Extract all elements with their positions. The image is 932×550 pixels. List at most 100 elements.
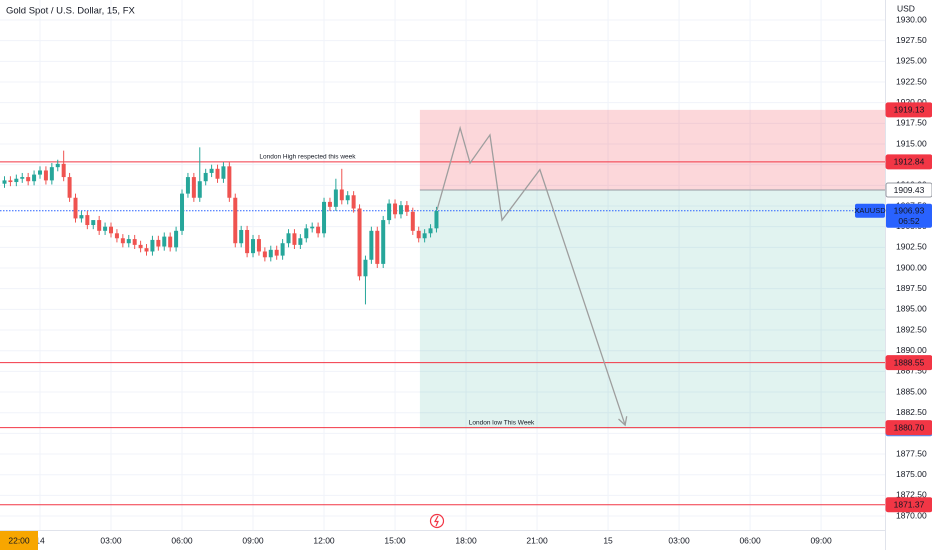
candle-body <box>262 251 267 258</box>
candle-body <box>416 230 421 239</box>
level-annotation: London low This Week <box>469 419 535 426</box>
candle-body <box>286 233 291 244</box>
candle-body <box>381 220 386 264</box>
y-tick-label: 1927.50 <box>896 35 927 45</box>
symbol-label: XAUUSD <box>854 206 886 215</box>
crosshair-time-box <box>0 531 38 550</box>
candle-body <box>91 220 96 226</box>
candle-body <box>398 205 403 215</box>
candle-body <box>191 177 196 198</box>
x-tick-label: 21:00 <box>526 535 548 545</box>
y-tick-label: 1900.00 <box>896 262 927 272</box>
candle-body <box>61 163 66 178</box>
candle-body <box>120 238 125 244</box>
candle-body <box>97 220 102 231</box>
candle-body <box>43 170 48 181</box>
level-annotation: London High respected this week <box>259 154 356 161</box>
price-label-box <box>885 355 932 371</box>
x-tick-label: 09:00 <box>810 535 832 545</box>
candle-body <box>245 229 250 254</box>
stop-zone <box>419 109 885 191</box>
y-tick-label: 1902.50 <box>896 242 927 252</box>
candle-body <box>280 243 285 256</box>
candle-body <box>233 197 238 244</box>
candle-body <box>327 201 332 207</box>
candle-body <box>185 177 190 194</box>
y-axis-label: USD <box>897 3 915 13</box>
candle-body <box>268 249 273 258</box>
candle-body <box>132 239 137 245</box>
candle-body <box>239 229 244 244</box>
candle-body <box>369 230 374 260</box>
candle-body <box>114 233 119 239</box>
countdown-label: 06:52 <box>898 216 920 226</box>
candle-body <box>339 189 344 201</box>
x-tick-label: 14 <box>35 535 45 545</box>
candle-body <box>404 205 409 212</box>
symbol-box <box>855 203 885 218</box>
candle-body <box>434 210 439 229</box>
y-tick-label: 1877.50 <box>896 448 927 458</box>
price-label-box <box>885 497 932 513</box>
y-tick-label: 1920.00 <box>896 97 927 107</box>
replay-icon[interactable] <box>429 513 445 529</box>
candle-body <box>174 230 179 248</box>
candle-body <box>109 226 114 234</box>
candle-body <box>422 233 427 239</box>
candle-body <box>322 201 327 234</box>
candle-body <box>410 211 415 231</box>
y-tick-label: 1870.00 <box>896 510 927 520</box>
candle-body <box>14 178 19 183</box>
candle-body <box>197 181 202 198</box>
candle-body <box>20 177 25 179</box>
x-tick-label: 03:00 <box>100 535 122 545</box>
x-tick-label: 03:00 <box>668 535 690 545</box>
candle-body <box>180 193 185 231</box>
y-tick-label: 1925.00 <box>896 56 927 66</box>
x-tick-label: 12:00 <box>313 535 335 545</box>
candle-body <box>55 163 60 168</box>
crosshair-time: 22:00 <box>8 535 30 545</box>
candle-body <box>363 259 368 277</box>
candle-body <box>227 166 232 198</box>
candle-body <box>26 177 31 182</box>
axes: 14 03:00 06:00 09:00 12:00 15:00 18:00 21:00 15 0… <box>0 14 932 550</box>
price-label: 1912.84 <box>894 157 925 167</box>
y-tick-label: 1890.00 <box>896 345 927 355</box>
position-tool[interactable] <box>419 109 885 429</box>
candle-body <box>251 239 256 254</box>
candle-body <box>32 174 37 182</box>
projection[interactable] <box>436 125 628 427</box>
candles <box>2 147 439 305</box>
y-tick-label: 1917.50 <box>896 118 927 128</box>
candle-body <box>38 170 43 175</box>
candle-body <box>357 208 362 277</box>
y-tick-label: 1875.00 <box>896 469 927 479</box>
price-label-box <box>885 154 932 170</box>
candle-body <box>162 236 167 247</box>
candle-body <box>393 203 398 215</box>
candle-body <box>215 168 220 179</box>
icon-bolt[interactable] <box>433 515 439 527</box>
current-price-label: 1906.93 <box>894 205 925 215</box>
candle-body <box>73 197 78 219</box>
candle-body <box>351 195 356 209</box>
y-tick-label: 1895.00 <box>896 304 927 314</box>
candle-body <box>428 228 433 234</box>
icon-circle[interactable] <box>429 513 445 529</box>
candle-body <box>209 168 214 173</box>
price-label: 1919.13 <box>894 105 925 115</box>
candle-body <box>256 239 261 252</box>
candle-body <box>79 215 84 219</box>
candle-body <box>298 238 303 245</box>
price-label: 1871.37 <box>894 499 925 509</box>
candle-body <box>333 189 338 207</box>
candle-body <box>49 167 54 181</box>
price-label: 1880.70 <box>894 422 925 432</box>
price-label-box <box>885 182 932 198</box>
candle-body <box>316 226 321 234</box>
y-tick-label: 1915.00 <box>896 138 927 148</box>
projection-path <box>436 125 626 426</box>
candle-body <box>274 249 279 256</box>
